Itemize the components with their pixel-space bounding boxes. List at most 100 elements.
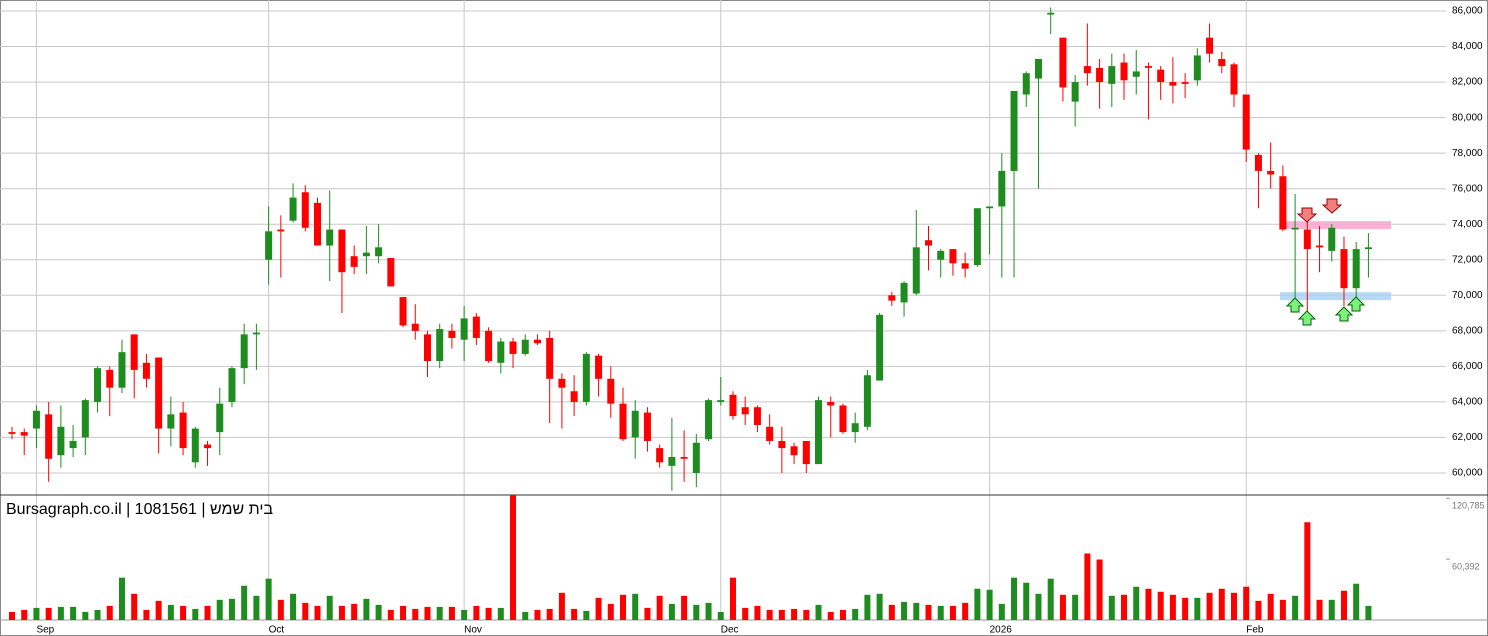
candle-body <box>1364 247 1372 250</box>
level-band <box>1280 292 1391 301</box>
volume-bar <box>901 601 908 620</box>
candle-body <box>1034 58 1042 79</box>
candle-body <box>876 314 884 381</box>
candle-body <box>314 202 321 246</box>
candle-body <box>937 250 945 260</box>
volume-bar <box>70 606 77 620</box>
volume-bar <box>546 608 553 620</box>
volume-bar <box>363 598 370 620</box>
candle-body <box>863 375 871 427</box>
candle-body <box>118 352 126 388</box>
candle-body <box>1352 249 1360 289</box>
candle-body <box>546 337 554 379</box>
y-tick-label: 84,000 <box>1452 41 1483 52</box>
candle-body <box>851 423 859 433</box>
volume-bar <box>595 597 602 620</box>
y-tick-label: 82,000 <box>1452 77 1483 88</box>
volume-bar <box>803 609 810 620</box>
volume-bar <box>558 592 565 620</box>
volume-bar <box>827 611 834 620</box>
volume-bar <box>155 600 162 620</box>
volume-bar <box>1059 594 1066 620</box>
volume-bar <box>693 604 700 620</box>
volume-bar <box>1035 593 1042 620</box>
volume-bar <box>681 595 688 620</box>
candle-body <box>436 329 444 362</box>
candle-body <box>179 412 187 449</box>
volume-bar <box>167 604 174 620</box>
volume-bar <box>412 608 419 620</box>
volume-bar <box>1231 592 1237 620</box>
candle-body <box>45 414 53 459</box>
volume-bar <box>852 608 859 620</box>
volume-bar <box>1133 586 1140 620</box>
candle-body <box>1144 66 1152 68</box>
candle-body <box>802 440 810 465</box>
candle-body <box>1267 170 1275 175</box>
volume-bar <box>143 609 150 620</box>
volume-bar <box>1011 577 1018 620</box>
y-tick-label: 62,000 <box>1452 432 1483 443</box>
volume-bar <box>1072 594 1079 620</box>
candle-body <box>1230 64 1238 95</box>
volume-bar <box>192 608 199 620</box>
candle-body <box>766 426 774 441</box>
candle-body <box>1059 37 1067 88</box>
volume-bar <box>241 585 248 620</box>
candle-body <box>94 368 102 402</box>
y-tick-label: 74,000 <box>1452 219 1483 230</box>
candle-body <box>252 332 260 335</box>
volume-bar <box>302 602 309 620</box>
volume-bar <box>118 577 125 620</box>
candle-body <box>204 444 212 449</box>
volume-bar <box>1316 599 1323 620</box>
candle-body <box>900 282 908 303</box>
candle-body <box>301 192 309 228</box>
candle-body <box>949 249 957 264</box>
volume-bar <box>1279 599 1286 620</box>
y-tick-label: 60,000 <box>1452 468 1483 479</box>
volume-bar <box>778 609 785 620</box>
volume-bar <box>461 609 468 620</box>
candle-body <box>106 369 114 388</box>
y-tick-label: 76,000 <box>1452 183 1483 194</box>
volume-bar <box>1108 595 1115 620</box>
volume-bar <box>1182 597 1189 620</box>
volume-bar <box>1206 592 1213 620</box>
y-tick-label: 86,000 <box>1452 6 1483 17</box>
candle-body <box>827 401 835 406</box>
volume-bar <box>314 605 321 620</box>
candle-body <box>790 446 798 456</box>
volume-bar <box>1243 586 1250 620</box>
candle-body <box>1242 94 1250 150</box>
candle-body <box>448 330 456 338</box>
volume-bar <box>57 606 64 620</box>
volume-bar <box>1255 600 1262 620</box>
volume-bar <box>705 602 712 620</box>
volume-bar <box>82 611 89 620</box>
candle-body <box>888 295 896 301</box>
volume-bar <box>21 609 28 620</box>
volume-bar <box>632 593 639 620</box>
volume-bar <box>717 611 724 620</box>
candle-body <box>265 231 273 260</box>
y-tick-label: 68,000 <box>1452 325 1483 336</box>
volume-bar <box>1023 582 1030 620</box>
volume-bar <box>424 606 431 620</box>
candle-body <box>81 400 89 438</box>
candle-body <box>533 339 541 344</box>
volume-bar <box>45 607 52 620</box>
candle-body <box>558 378 566 388</box>
candle-body <box>509 341 517 354</box>
volume-bar <box>497 607 504 620</box>
volume-bar <box>1353 583 1360 620</box>
volume-bar <box>1218 588 1225 620</box>
volume-bar <box>522 611 529 620</box>
candle-body <box>326 229 334 246</box>
volume-bar <box>607 603 614 620</box>
candle-body <box>998 170 1006 207</box>
volume-bar <box>644 607 651 620</box>
y2-tick-label: 120,785 <box>1452 501 1485 511</box>
